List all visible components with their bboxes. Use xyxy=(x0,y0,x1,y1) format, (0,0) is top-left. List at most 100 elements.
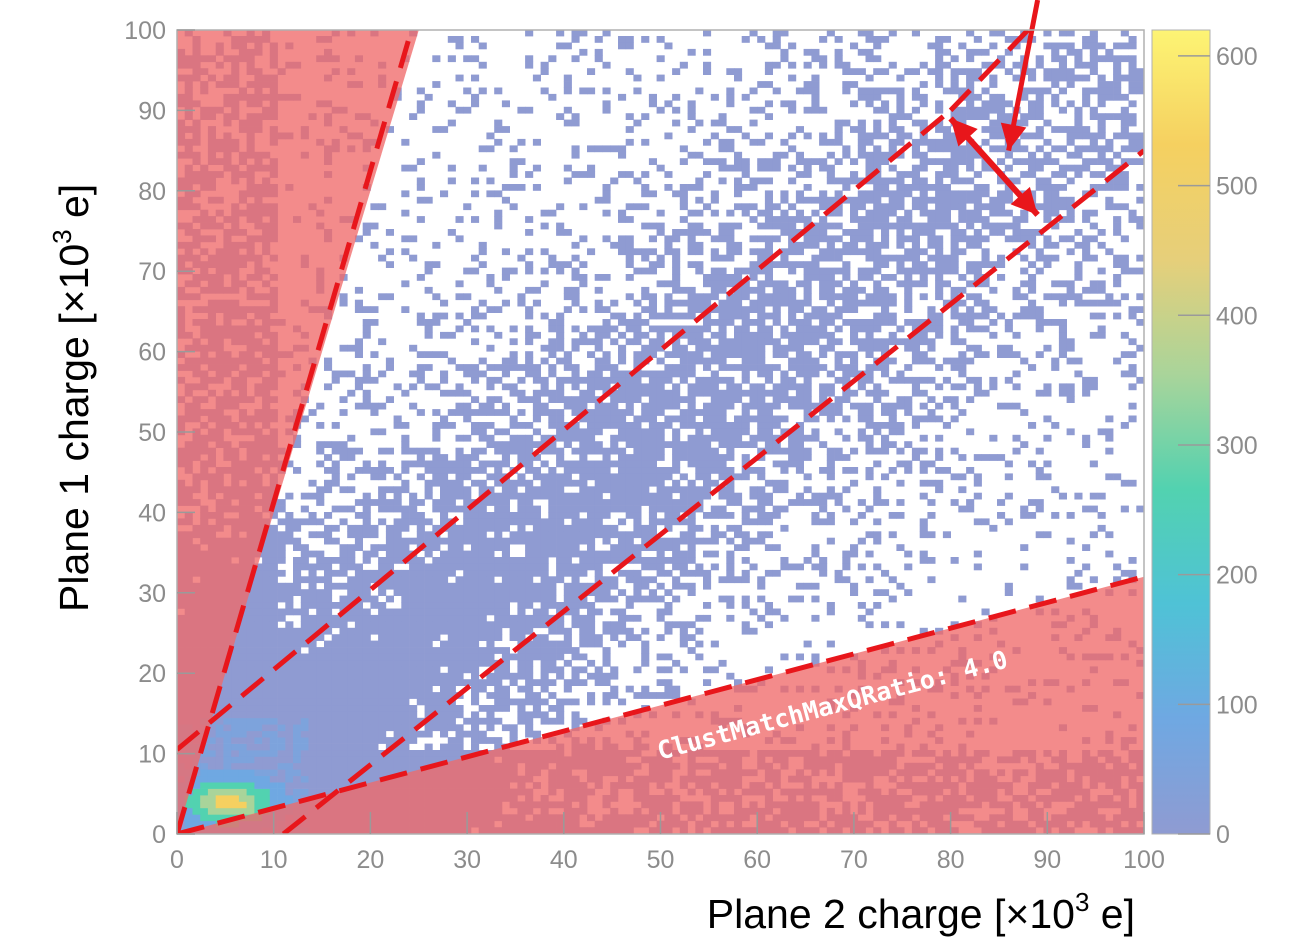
heatmap-cell xyxy=(416,569,425,577)
heatmap-cell xyxy=(416,177,425,185)
heatmap-cell xyxy=(726,441,735,448)
heatmap-cell xyxy=(618,428,627,436)
heatmap-cell xyxy=(293,467,302,474)
heatmap-cell xyxy=(525,724,534,732)
heatmap-cell xyxy=(679,634,688,641)
heatmap-cell xyxy=(432,621,441,629)
heatmap-cell xyxy=(540,659,549,667)
heatmap-cell xyxy=(703,312,712,320)
heatmap-cell xyxy=(718,319,727,326)
heatmap-cell xyxy=(726,602,735,609)
heatmap-cell xyxy=(277,782,286,789)
heatmap-cell xyxy=(517,537,526,545)
heatmap-cell xyxy=(324,782,333,789)
heatmap-cell xyxy=(695,357,704,365)
heatmap-cell xyxy=(532,286,541,294)
heatmap-cell xyxy=(262,557,271,564)
heatmap-cell xyxy=(494,512,503,519)
heatmap-cell xyxy=(231,724,240,732)
heatmap-cell xyxy=(672,383,681,391)
heatmap-cell xyxy=(347,389,356,397)
heatmap-cell xyxy=(370,666,379,674)
heatmap-cell xyxy=(602,209,611,217)
heatmap-cell xyxy=(416,717,425,725)
heatmap-cell xyxy=(594,196,603,204)
heatmap-cell xyxy=(679,331,688,339)
heatmap-cell xyxy=(703,492,712,500)
heatmap-cell xyxy=(664,280,673,288)
heatmap-cell xyxy=(602,447,611,455)
heatmap-cell xyxy=(285,788,294,796)
heatmap-cell xyxy=(471,306,480,313)
heatmap-cell xyxy=(486,524,495,532)
heatmap-cell xyxy=(269,582,278,590)
heatmap-cell xyxy=(610,376,619,384)
heatmap-cell xyxy=(703,383,712,391)
heatmap-cell xyxy=(648,479,657,487)
heatmap-cell xyxy=(285,647,294,654)
heatmap-cell xyxy=(455,653,464,661)
heatmap-cell xyxy=(633,576,642,584)
heatmap-cell xyxy=(200,750,209,757)
heatmap-cell xyxy=(726,248,735,256)
heatmap-cell xyxy=(710,396,719,403)
heatmap-cell xyxy=(718,119,727,127)
heatmap-cell xyxy=(501,454,510,461)
heatmap-cell xyxy=(354,467,363,474)
heatmap-cell xyxy=(509,441,518,448)
heatmap-cell xyxy=(324,569,333,577)
heatmap-cell xyxy=(354,338,363,346)
heatmap-cell xyxy=(269,711,278,719)
heatmap-cell xyxy=(726,254,735,262)
heatmap-cell xyxy=(532,557,541,564)
heatmap-cell xyxy=(416,659,425,667)
heatmap-cell xyxy=(494,679,503,686)
heatmap-cell xyxy=(471,692,480,699)
heatmap-cell xyxy=(726,229,735,236)
heatmap-cell xyxy=(393,730,402,738)
heatmap-cell xyxy=(579,389,588,397)
heatmap-cell xyxy=(571,428,580,436)
heatmap-cell xyxy=(540,653,549,661)
heatmap-cell xyxy=(401,467,410,474)
heatmap-cell xyxy=(563,524,572,532)
heatmap-cell xyxy=(300,640,309,648)
heatmap-cell xyxy=(548,338,557,346)
heatmap-cell xyxy=(331,737,340,744)
heatmap-cell xyxy=(440,711,449,719)
heatmap-cell xyxy=(656,280,665,288)
heatmap-cell xyxy=(703,138,712,146)
heatmap-cell xyxy=(223,730,232,738)
heatmap-cell xyxy=(548,409,557,416)
heatmap-cell xyxy=(285,537,294,545)
heatmap-cell xyxy=(509,145,518,153)
heatmap-cell xyxy=(293,717,302,725)
heatmap-cell xyxy=(494,209,503,217)
heatmap-cell xyxy=(556,222,565,230)
heatmap-cell xyxy=(687,331,696,339)
heatmap-cell xyxy=(563,229,572,236)
heatmap-cell xyxy=(300,692,309,699)
heatmap-cell xyxy=(262,595,271,603)
heatmap-cell xyxy=(238,724,247,732)
heatmap-cell xyxy=(308,762,317,770)
heatmap-cell xyxy=(610,582,619,590)
heatmap-cell xyxy=(602,692,611,699)
heatmap-cell xyxy=(718,286,727,294)
heatmap-cell xyxy=(447,621,456,629)
heatmap-cell xyxy=(641,434,650,442)
heatmap-cell xyxy=(618,608,627,616)
heatmap-cell xyxy=(494,557,503,564)
heatmap-cell xyxy=(362,647,371,654)
heatmap-cell xyxy=(556,512,565,519)
heatmap-cell xyxy=(385,261,394,268)
heatmap-cell xyxy=(563,460,572,468)
heatmap-cell xyxy=(587,544,596,551)
heatmap-cell xyxy=(718,505,727,513)
heatmap-cell xyxy=(648,473,657,481)
heatmap-cell xyxy=(548,209,557,217)
heatmap-cell xyxy=(703,229,712,236)
heatmap-cell xyxy=(409,737,418,744)
heatmap-cell xyxy=(501,582,510,590)
heatmap-cell xyxy=(409,705,418,712)
